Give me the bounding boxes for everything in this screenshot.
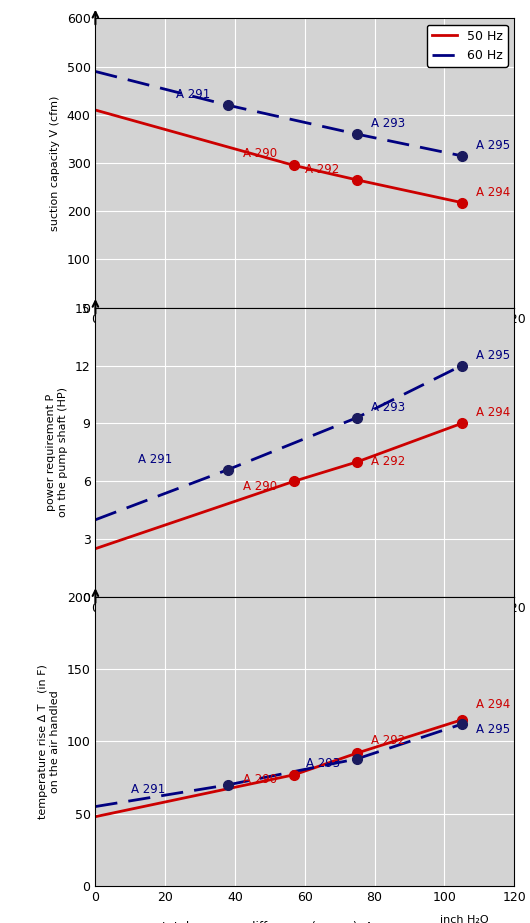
- Text: A 292: A 292: [371, 735, 405, 748]
- Text: A 290: A 290: [243, 147, 277, 160]
- Text: inch H₂O: inch H₂O: [439, 915, 488, 923]
- Text: A 294: A 294: [476, 698, 510, 711]
- Text: A 293: A 293: [371, 117, 405, 130]
- Y-axis label: suction capacity V (cfm): suction capacity V (cfm): [50, 95, 59, 231]
- Y-axis label: power requirement P
on the pump shaft (HP): power requirement P on the pump shaft (H…: [46, 388, 68, 517]
- Text: A 290: A 290: [243, 480, 277, 493]
- Text: A 295: A 295: [476, 723, 510, 736]
- Text: total pressure difference (gauge)  Δp: total pressure difference (gauge) Δp: [162, 342, 381, 355]
- Y-axis label: temperature rise Δ T   (in F)
on the air handled: temperature rise Δ T (in F) on the air h…: [38, 664, 60, 819]
- Text: A 295: A 295: [476, 349, 510, 362]
- Text: total pressure difference (gauge)  Δp: total pressure difference (gauge) Δp: [162, 921, 381, 923]
- Text: A 291: A 291: [138, 453, 172, 466]
- Text: A 294: A 294: [476, 406, 510, 419]
- Legend: 50 Hz, 60 Hz: 50 Hz, 60 Hz: [427, 25, 508, 67]
- Text: A 293: A 293: [371, 401, 405, 414]
- Text: A 291: A 291: [176, 89, 210, 102]
- Text: A 290: A 290: [243, 773, 277, 786]
- Text: A 295: A 295: [476, 139, 510, 152]
- Text: A 294: A 294: [476, 186, 510, 198]
- Text: A 293: A 293: [305, 758, 340, 771]
- Text: inch H₂O: inch H₂O: [439, 337, 488, 347]
- Text: total pressure difference (gauge)  Δp: total pressure difference (gauge) Δp: [162, 631, 381, 644]
- Text: inch H₂O: inch H₂O: [439, 626, 488, 636]
- Text: A 291: A 291: [131, 784, 165, 797]
- Text: A 292: A 292: [305, 163, 340, 176]
- Text: A 292: A 292: [371, 455, 405, 468]
